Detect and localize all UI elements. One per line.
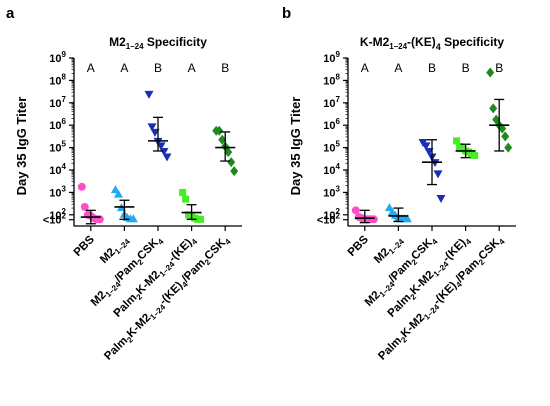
data-point (80, 202, 89, 211)
y-tick-label: 104 (323, 162, 340, 177)
data-point (433, 170, 443, 179)
significance-letter: B (428, 61, 436, 75)
panel-b: b K-M21–24-(KE)4 Specificity Day 35 IgG Ti… (282, 5, 516, 363)
y-tick-label: 108 (323, 72, 340, 87)
panel-a: a M21–24 Specificity Day 35 IgG Titer 109 10… (6, 5, 242, 363)
y-tick-label: 103 (323, 184, 340, 199)
data-point (424, 147, 434, 156)
significance-letter: B (221, 61, 229, 75)
data-point (215, 125, 224, 136)
data-point (156, 142, 166, 151)
chart-title: K-M21–24-(KE)4 Specificity (360, 35, 505, 52)
y-tick-label: 109 (323, 50, 340, 65)
significance-letter: A (188, 61, 196, 75)
significance-letter: A (120, 61, 128, 75)
data-point (197, 215, 205, 223)
y-tick-label: 107 (49, 95, 66, 110)
y-tick-label: 106 (323, 117, 340, 132)
data-point (182, 195, 190, 203)
x-tick-label: PBS (346, 233, 371, 258)
data-point (227, 157, 236, 168)
data-point (179, 188, 187, 196)
y-tick-label: 105 (49, 140, 66, 155)
data-point (436, 195, 446, 203)
y-tick-label: <102 (43, 212, 67, 227)
data-point (147, 123, 157, 132)
panel-letter: b (282, 5, 291, 22)
significance-letter: A (394, 61, 402, 75)
data-point (144, 90, 154, 99)
y-tick-label: 109 (49, 50, 66, 65)
data-point (453, 137, 461, 145)
data-point (501, 131, 510, 142)
chart-title: M21–24 Specificity (109, 35, 207, 51)
y-tick-label: 108 (49, 72, 66, 87)
y-axis-label: Day 35 IgG Titer (288, 97, 303, 196)
panel-letter: a (6, 5, 15, 22)
significance-letter: B (154, 61, 162, 75)
significance-letter: B (462, 61, 470, 75)
x-tick-label: PBS (72, 233, 97, 258)
y-tick-label: 104 (49, 162, 66, 177)
significance-letter: B (495, 61, 503, 75)
y-tick-label: 102 (323, 207, 340, 222)
data-point (471, 151, 479, 159)
significance-letter: A (361, 61, 369, 75)
y-tick-label: 103 (49, 184, 66, 199)
y-tick-label: <102 (317, 212, 341, 227)
y-tick-label: 107 (323, 95, 340, 110)
y-axis-label: Day 35 IgG Titer (14, 97, 29, 196)
data-point (486, 67, 495, 78)
data-point (128, 214, 138, 223)
significance-letter: A (87, 61, 95, 75)
data-point (159, 147, 169, 156)
data-point (402, 214, 412, 223)
data-point (218, 134, 227, 145)
data-point (421, 142, 431, 151)
data-point (369, 215, 378, 224)
data-point (498, 123, 507, 134)
data-point (230, 166, 239, 177)
data-point (224, 147, 233, 158)
data-point (162, 153, 172, 162)
data-point (430, 159, 440, 168)
y-tick-label: 105 (323, 140, 340, 155)
data-point (77, 182, 86, 191)
y-tick-label: 106 (49, 117, 66, 132)
data-point (113, 189, 123, 198)
data-point (150, 128, 160, 137)
data-point (351, 206, 360, 215)
y-tick-label: 102 (49, 207, 66, 222)
data-point (504, 142, 513, 153)
data-point (489, 103, 498, 114)
